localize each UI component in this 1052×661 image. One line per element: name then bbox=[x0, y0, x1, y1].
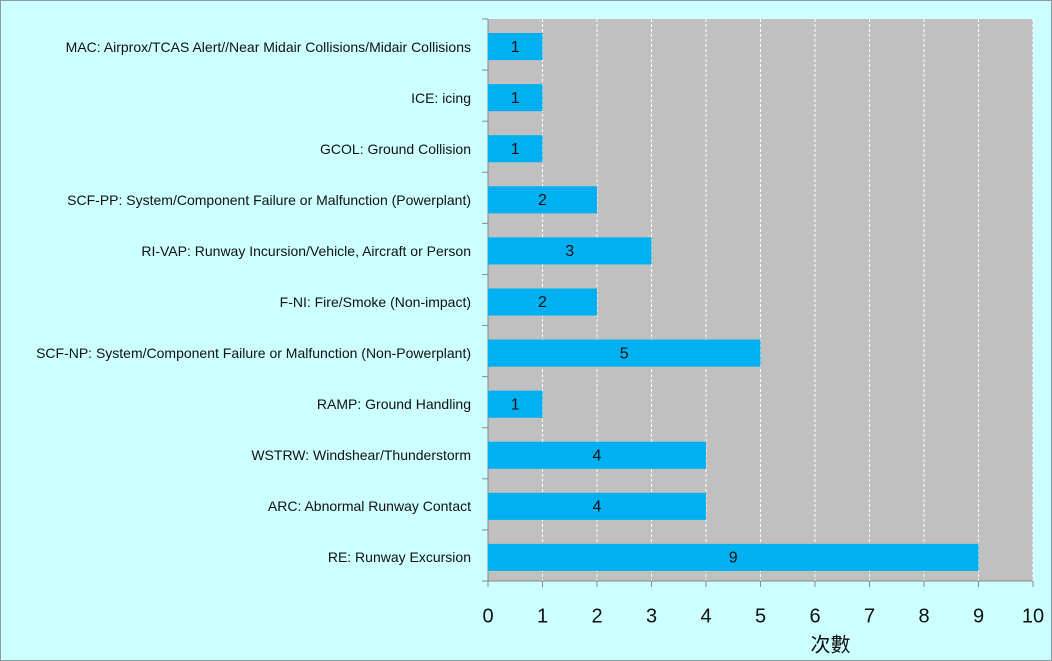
value-label: 9 bbox=[729, 550, 738, 567]
category-text: RAMP: Ground Handling bbox=[316, 396, 471, 413]
value-label: 1 bbox=[511, 90, 520, 107]
y-tick-label: ICE: icing bbox=[1, 72, 471, 123]
category-text: ICE: icing bbox=[411, 89, 471, 106]
bar bbox=[488, 237, 652, 265]
category-text: ARC: Abnormal Runway Contact bbox=[267, 498, 471, 515]
bar bbox=[488, 543, 979, 571]
category-text: MAC: Airprox/TCAS Alert//Near Midair Col… bbox=[65, 38, 471, 55]
bar bbox=[488, 492, 706, 520]
x-tick-label: 6 bbox=[809, 605, 820, 627]
y-tick-label: RE: Runway Excursion bbox=[1, 532, 471, 583]
bar bbox=[488, 186, 597, 214]
value-label: 1 bbox=[511, 39, 520, 56]
category-text: F-NI: Fire/Smoke (Non-impact) bbox=[279, 293, 471, 310]
y-tick-label: F-NI: Fire/Smoke (Non-impact) bbox=[1, 276, 471, 327]
x-tick-label: 7 bbox=[864, 605, 875, 627]
value-label: 1 bbox=[511, 396, 520, 413]
y-tick-label: RI-VAP: Runway Incursion/Vehicle, Aircra… bbox=[1, 225, 471, 276]
x-tick-label: 3 bbox=[646, 605, 657, 627]
category-text: GCOL: Ground Collision bbox=[320, 140, 471, 157]
y-tick-label: GCOL: Ground Collision bbox=[1, 123, 471, 174]
category-text: RE: Runway Excursion bbox=[327, 549, 471, 566]
y-tick-label: SCF-PP: System/Component Failure or Malf… bbox=[1, 174, 471, 225]
bar bbox=[488, 84, 543, 112]
bar bbox=[488, 339, 761, 367]
y-tick-label: RAMP: Ground Handling bbox=[1, 379, 471, 430]
x-tick-label: 9 bbox=[973, 605, 984, 627]
bar bbox=[488, 33, 543, 61]
x-tick-label: 4 bbox=[700, 605, 711, 627]
x-tick-label: 8 bbox=[918, 605, 929, 627]
y-tick-label: ARC: Abnormal Runway Contact bbox=[1, 481, 471, 532]
value-label: 4 bbox=[593, 447, 602, 464]
y-tick-label: WSTRW: Windshear/Thunderstorm bbox=[1, 430, 471, 481]
bar bbox=[488, 135, 543, 163]
y-tick-label: SCF-NP: System/Component Failure or Malf… bbox=[1, 328, 471, 379]
bar bbox=[488, 390, 543, 418]
value-label: 4 bbox=[593, 499, 602, 516]
category-text: SCF-NP: System/Component Failure or Malf… bbox=[36, 345, 471, 362]
x-axis-title: 次數 bbox=[811, 633, 851, 656]
value-label: 2 bbox=[538, 192, 547, 209]
x-tick-label: 10 bbox=[1022, 605, 1044, 627]
value-label: 1 bbox=[511, 141, 520, 158]
bar bbox=[488, 288, 597, 316]
bar bbox=[488, 441, 706, 469]
value-label: 5 bbox=[620, 345, 629, 362]
value-label: 2 bbox=[538, 294, 547, 311]
category-text: SCF-PP: System/Component Failure or Malf… bbox=[67, 191, 471, 208]
x-tick-label: 2 bbox=[591, 605, 602, 627]
y-tick-label: MAC: Airprox/TCAS Alert//Near Midair Col… bbox=[1, 21, 471, 72]
category-text: RI-VAP: Runway Incursion/Vehicle, Aircra… bbox=[141, 242, 471, 259]
x-tick-label: 0 bbox=[482, 605, 493, 627]
category-text: WSTRW: Windshear/Thunderstorm bbox=[251, 447, 471, 464]
x-tick-label: 1 bbox=[537, 605, 548, 627]
x-tick-label: 5 bbox=[755, 605, 766, 627]
value-label: 3 bbox=[565, 243, 574, 260]
